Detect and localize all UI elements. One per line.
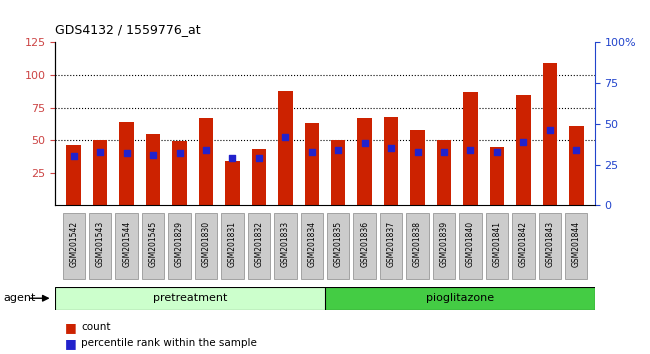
Point [95, 149, 105, 154]
Point [412, 149, 423, 154]
Bar [142, 213, 164, 279]
Text: GSM201844: GSM201844 [572, 221, 580, 267]
Bar [146, 134, 161, 205]
Bar [300, 213, 323, 279]
Point [545, 127, 555, 133]
Bar [358, 118, 372, 205]
Bar [354, 213, 376, 279]
Text: GSM201543: GSM201543 [96, 221, 105, 267]
Bar [274, 213, 296, 279]
Bar [62, 213, 85, 279]
Bar [93, 140, 107, 205]
Text: count: count [81, 322, 110, 332]
Text: GSM201545: GSM201545 [149, 221, 157, 267]
Bar [512, 213, 534, 279]
Point [174, 150, 185, 156]
Bar [252, 149, 266, 205]
Bar [406, 213, 429, 279]
Text: GSM201841: GSM201841 [493, 221, 501, 267]
Text: GDS4132 / 1559776_at: GDS4132 / 1559776_at [55, 23, 201, 36]
Bar [437, 140, 451, 205]
Text: ■: ■ [65, 321, 77, 334]
Text: GSM201839: GSM201839 [439, 221, 448, 267]
Bar [278, 91, 292, 205]
Bar [325, 287, 595, 310]
Bar [89, 213, 111, 279]
Point [280, 134, 291, 140]
Bar [327, 213, 350, 279]
Text: percentile rank within the sample: percentile rank within the sample [81, 338, 257, 348]
Text: GSM201840: GSM201840 [466, 221, 475, 267]
Bar [55, 287, 325, 310]
Point [254, 155, 264, 161]
Text: agent: agent [3, 293, 36, 303]
Point [227, 155, 238, 161]
Point [122, 150, 132, 156]
Bar [459, 213, 482, 279]
Bar [304, 123, 319, 205]
Text: GSM201829: GSM201829 [175, 221, 184, 267]
Point [491, 149, 502, 154]
Text: ■: ■ [65, 337, 77, 350]
Bar [516, 95, 530, 205]
Text: GSM201835: GSM201835 [333, 221, 343, 267]
Bar [199, 118, 213, 205]
Bar [195, 213, 217, 279]
Text: pretreatment: pretreatment [153, 293, 228, 303]
Bar [331, 140, 346, 205]
Point [465, 147, 476, 153]
Point [201, 147, 211, 153]
Text: GSM201842: GSM201842 [519, 221, 528, 267]
Bar [489, 147, 504, 205]
Point [571, 147, 582, 153]
Bar [225, 161, 240, 205]
Point [333, 147, 343, 153]
Bar [384, 117, 398, 205]
Bar [248, 213, 270, 279]
Point [68, 154, 79, 159]
Text: GSM201843: GSM201843 [545, 221, 554, 267]
Text: GSM201831: GSM201831 [228, 221, 237, 267]
Bar [221, 213, 244, 279]
Bar [486, 213, 508, 279]
Bar [120, 122, 134, 205]
Bar [539, 213, 561, 279]
Text: GSM201833: GSM201833 [281, 221, 290, 267]
Text: GSM201838: GSM201838 [413, 221, 422, 267]
Bar [66, 145, 81, 205]
Text: pioglitazone: pioglitazone [426, 293, 494, 303]
Bar [543, 63, 557, 205]
Bar [433, 213, 455, 279]
Bar [410, 130, 425, 205]
Point [518, 139, 528, 145]
Point [386, 145, 396, 151]
Bar [116, 213, 138, 279]
Text: GSM201544: GSM201544 [122, 221, 131, 267]
Text: GSM201834: GSM201834 [307, 221, 317, 267]
Bar [565, 213, 588, 279]
Text: GSM201830: GSM201830 [202, 221, 211, 267]
Text: GSM201832: GSM201832 [254, 221, 263, 267]
Text: GSM201542: GSM201542 [70, 221, 78, 267]
Point [307, 149, 317, 154]
Bar [569, 126, 584, 205]
Bar [463, 92, 478, 205]
Text: GSM201837: GSM201837 [387, 221, 396, 267]
Point [148, 152, 159, 158]
Point [439, 149, 449, 154]
Bar [172, 142, 187, 205]
Text: GSM201836: GSM201836 [360, 221, 369, 267]
Point [359, 141, 370, 146]
Bar [168, 213, 191, 279]
Bar [380, 213, 402, 279]
